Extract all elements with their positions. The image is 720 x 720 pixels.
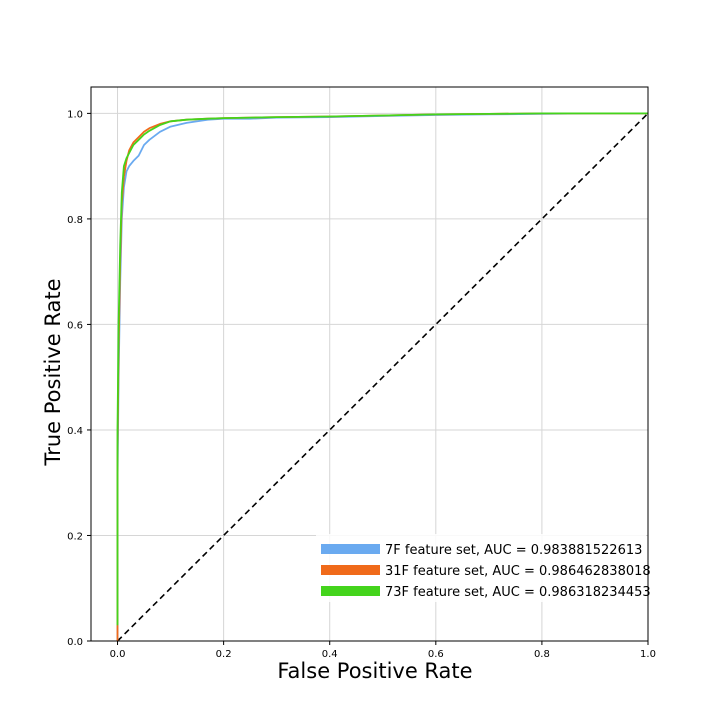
legend-swatch-1 (321, 565, 380, 575)
series-group (116, 112, 648, 641)
x-tick-label: 0.8 (534, 649, 550, 660)
legend-swatch-0 (321, 544, 380, 554)
x-axis-label: False Positive Rate (277, 659, 472, 683)
y-tick-label: 1.0 (67, 109, 83, 120)
x-tick-label: 0.2 (216, 649, 232, 660)
x-ticks: 0.0 0.2 0.4 0.6 0.8 1.0 (110, 641, 656, 660)
y-axis-label: True Positive Rate (41, 278, 65, 466)
reference-line (116, 112, 649, 642)
x-tick-label: 0.0 (110, 649, 126, 660)
reference-line-group (116, 112, 649, 642)
x-tick-label: 1.0 (640, 649, 656, 660)
y-ticks: 0.0 0.2 0.4 0.6 0.8 1.0 (67, 109, 91, 648)
legend: 7F feature set, AUC = 0.983881522613 31F … (316, 534, 651, 602)
y-tick-label: 0.6 (67, 320, 83, 331)
legend-swatch-2 (321, 586, 380, 596)
series-line-2 (116, 112, 648, 626)
y-tick-label: 0.0 (67, 637, 83, 648)
legend-label-0: 7F feature set, AUC = 0.983881522613 (385, 543, 642, 558)
plot-frame (90, 86, 649, 642)
y-tick-label: 0.4 (67, 426, 83, 437)
y-tick-label: 0.2 (67, 531, 83, 542)
legend-label-2: 73F feature set, AUC = 0.986318234453 (385, 585, 651, 600)
legend-label-1: 31F feature set, AUC = 0.986462838018 (385, 564, 651, 579)
x-tick-label: 0.4 (322, 649, 338, 660)
grid (91, 87, 649, 642)
x-tick-label: 0.6 (428, 649, 444, 660)
y-tick-label: 0.8 (67, 215, 83, 226)
